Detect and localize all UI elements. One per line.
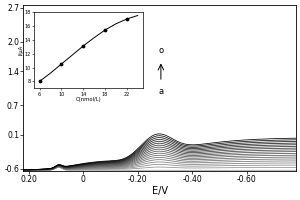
Text: a: a [158, 87, 164, 96]
Text: o: o [158, 46, 164, 55]
X-axis label: E/V: E/V [152, 186, 167, 196]
